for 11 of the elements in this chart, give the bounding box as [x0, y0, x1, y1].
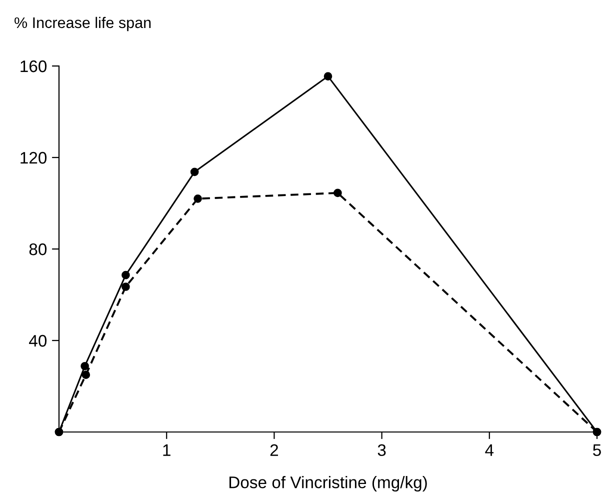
y-tick-label: 40	[29, 334, 47, 347]
x-axis-title: Dose of Vincristine (mg/kg)	[229, 476, 427, 492]
y-tick-label: 160	[20, 60, 47, 72]
y-axis-title: % Increase life span	[14, 16, 151, 32]
x-tick-label: 2	[270, 444, 278, 456]
y-tick-label: 120	[20, 152, 47, 164]
x-tick-label: 4	[485, 444, 494, 456]
x-tick-label: 1	[163, 444, 170, 456]
y-tick-label: 80	[29, 243, 47, 256]
x-tick-label: 5	[593, 444, 601, 456]
x-tick-label: 3	[378, 444, 386, 456]
